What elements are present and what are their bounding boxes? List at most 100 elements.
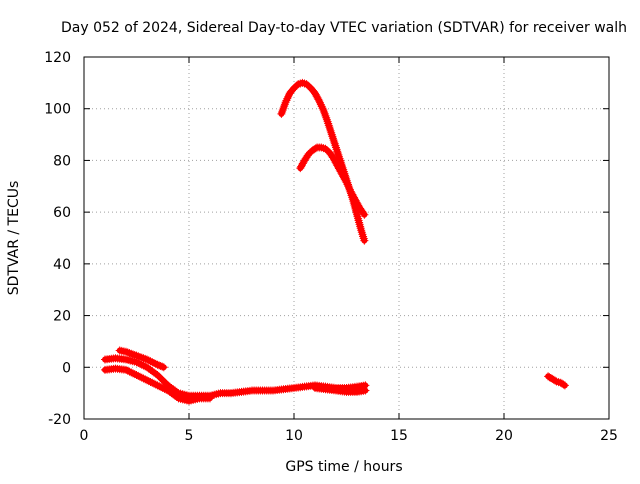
- data-point: [329, 136, 338, 145]
- y-tick-label: 120: [44, 50, 71, 66]
- data-point: [324, 119, 333, 128]
- data-point: [126, 356, 135, 365]
- data-point: [141, 354, 150, 363]
- data-point: [189, 395, 198, 404]
- y-tick-label: 100: [44, 102, 71, 118]
- y-tick-label: 80: [53, 153, 71, 169]
- data-point: [132, 351, 141, 360]
- data-point: [319, 144, 328, 153]
- data-point: [214, 389, 223, 398]
- data-point: [327, 151, 336, 160]
- data-point: [137, 353, 146, 362]
- data-point: [352, 208, 361, 217]
- data-point: [151, 359, 160, 368]
- data-point: [212, 390, 221, 399]
- data-point: [139, 354, 148, 363]
- data-point: [326, 125, 334, 134]
- x-axis-label: GPS time / hours: [285, 459, 402, 475]
- data-point: [281, 98, 290, 107]
- data-point: [354, 216, 363, 225]
- data-point: [278, 106, 287, 115]
- data-point: [328, 153, 337, 162]
- grid-layer: [84, 57, 609, 419]
- data-point: [333, 147, 342, 156]
- x-tick-label: 15: [390, 428, 408, 444]
- data-point: [332, 145, 341, 154]
- plot-frame: [83, 56, 610, 420]
- data-point: [146, 377, 155, 386]
- data-point: [146, 357, 155, 366]
- data-point: [358, 230, 367, 239]
- data-point: [356, 222, 365, 231]
- data-point: [327, 128, 336, 137]
- data-point: [125, 367, 134, 376]
- data-point: [357, 228, 366, 237]
- data-point: [552, 377, 561, 386]
- data-point: [321, 111, 330, 120]
- data-point: [122, 355, 130, 364]
- data-point: [357, 226, 366, 235]
- data-point: [355, 220, 364, 229]
- data-point: [185, 396, 193, 405]
- data-point: [279, 104, 288, 113]
- data-point: [134, 352, 143, 361]
- data-point: [284, 92, 293, 101]
- data-point: [278, 107, 287, 116]
- data-point: [130, 351, 139, 360]
- data-point: [122, 347, 130, 356]
- data-point: [345, 183, 354, 192]
- data-point: [187, 396, 196, 405]
- data-point: [148, 378, 157, 387]
- y-tick-label: 40: [53, 257, 71, 273]
- x-tick-label: 20: [495, 428, 513, 444]
- data-point: [344, 182, 353, 191]
- data-point: [359, 234, 368, 243]
- series-track-7: [296, 143, 369, 219]
- data-point: [137, 373, 146, 382]
- tick-layer: 0 5 10 15 20 25 -20 0 20 40 60 80 100 120: [44, 50, 618, 444]
- data-point: [151, 380, 160, 389]
- data-point: [150, 358, 158, 367]
- data-point: [319, 106, 328, 115]
- x-tick-label: 10: [285, 428, 303, 444]
- data-point: [174, 394, 183, 403]
- data-point: [323, 117, 332, 126]
- data-point: [127, 368, 136, 377]
- data-point: [144, 356, 153, 365]
- data-point: [210, 390, 219, 399]
- data-point: [322, 115, 331, 124]
- data-point: [280, 100, 289, 109]
- data-point: [132, 371, 141, 380]
- data-point: [331, 141, 340, 150]
- data-point: [320, 109, 329, 118]
- data-point: [282, 96, 291, 105]
- y-axis-label: SDTVAR / TECUs: [6, 181, 22, 296]
- data-point: [325, 148, 334, 157]
- data-point: [356, 224, 365, 233]
- data-point: [329, 134, 337, 143]
- data-point: [123, 366, 132, 375]
- data-point: [134, 371, 143, 380]
- data-point: [153, 381, 162, 390]
- data-point: [292, 81, 301, 90]
- y-tick-label: -20: [48, 412, 71, 428]
- data-point: [345, 185, 354, 194]
- data-point: [206, 394, 214, 403]
- data-point: [125, 349, 134, 358]
- data-point: [343, 180, 352, 189]
- data-point: [317, 102, 326, 111]
- data-point: [277, 109, 286, 118]
- data-point: [324, 121, 333, 130]
- data-point: [355, 218, 364, 227]
- data-point: [353, 212, 362, 221]
- data-point: [551, 376, 560, 385]
- data-point: [129, 350, 137, 359]
- data-point: [162, 385, 171, 394]
- data-point: [159, 363, 168, 372]
- data-point: [311, 144, 320, 153]
- data-point: [141, 375, 150, 384]
- series-track-3: [115, 346, 168, 372]
- data-point: [560, 381, 569, 390]
- y-tick-label: 60: [53, 205, 71, 221]
- data-point: [283, 94, 292, 103]
